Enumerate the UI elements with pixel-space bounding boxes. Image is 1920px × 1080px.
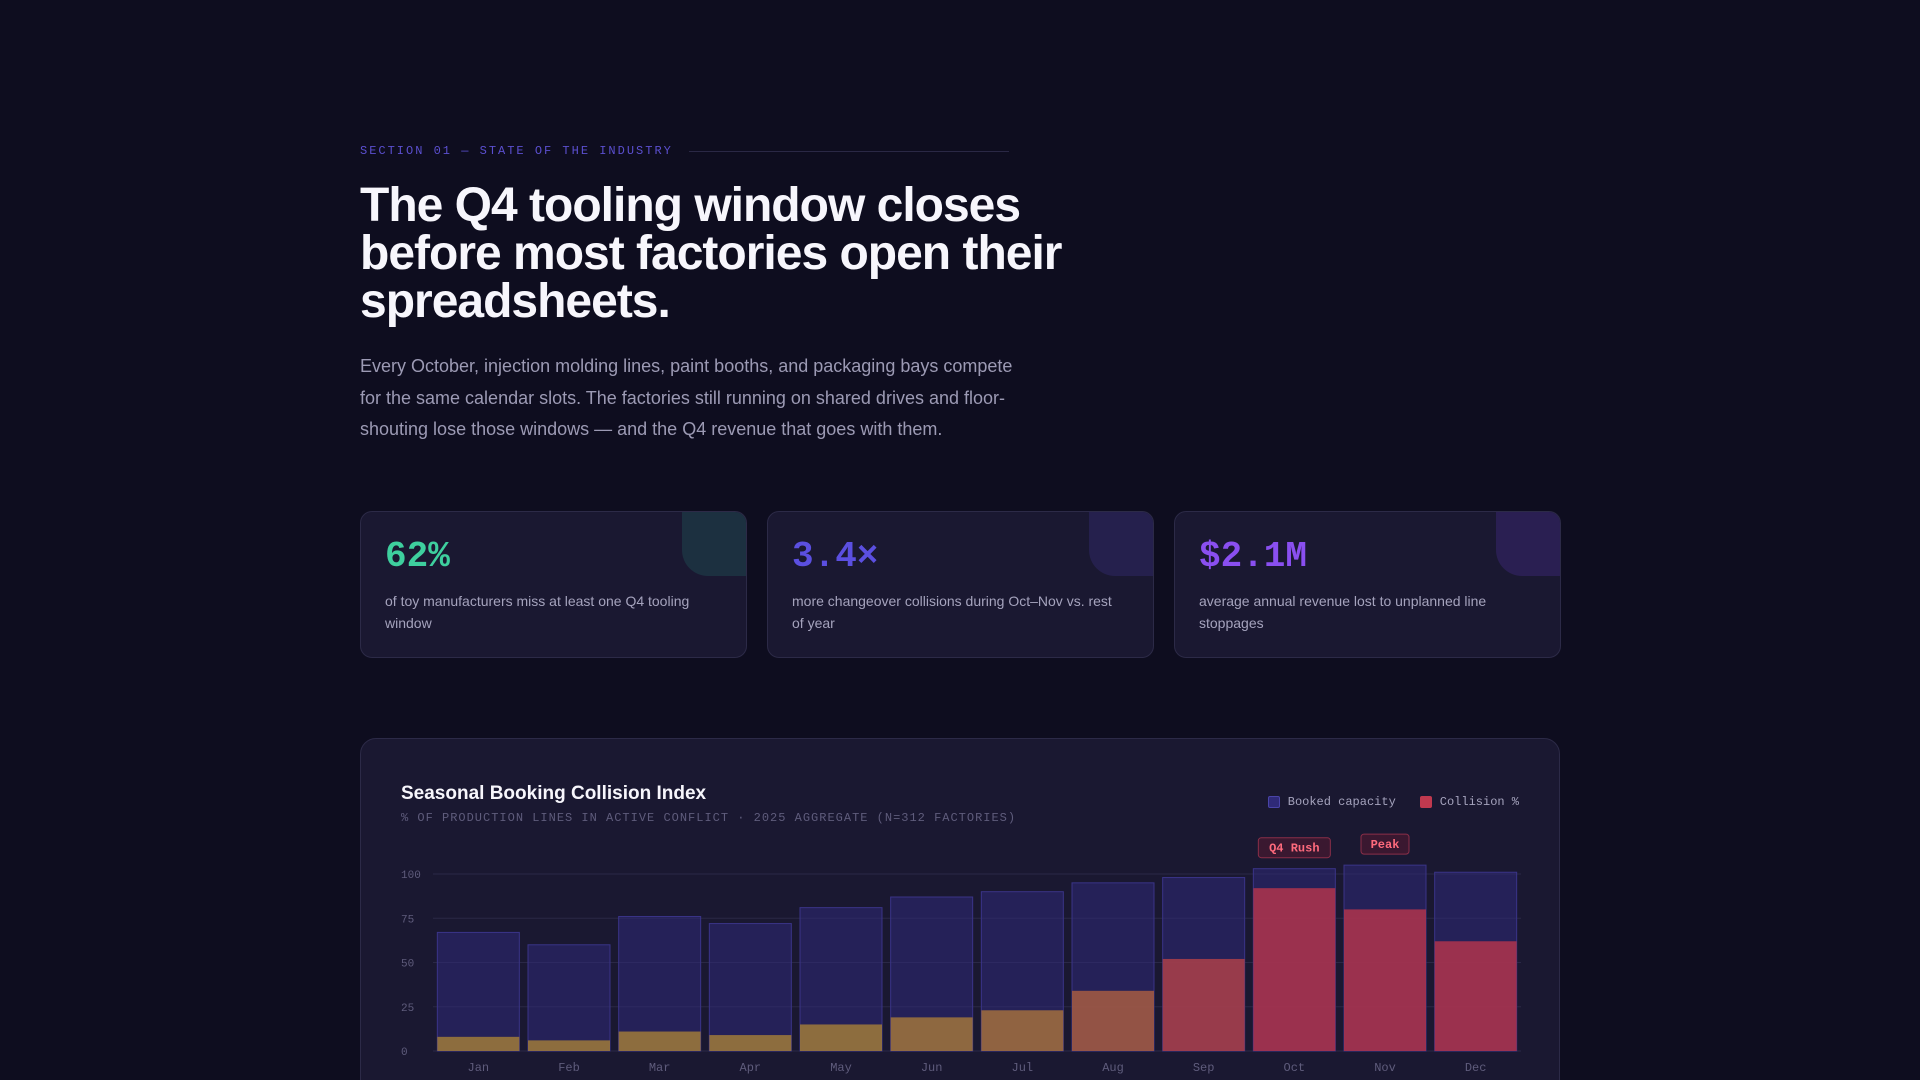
annotation-badge bbox=[1360, 833, 1410, 855]
chart-subtitle: % OF PRODUCTION LINES IN ACTIVE CONFLICT… bbox=[401, 811, 1017, 825]
bar-collision-aug bbox=[1072, 990, 1154, 1051]
x-tick-label: Jun bbox=[921, 1061, 943, 1075]
bar-collision-jan bbox=[437, 1036, 520, 1051]
stat-description: average annual revenue lost to unplanned… bbox=[1199, 593, 1487, 631]
x-tick-label: Aug bbox=[1102, 1061, 1124, 1075]
stat-value: 3.4× bbox=[792, 536, 879, 577]
bar-collision-may bbox=[800, 1024, 882, 1051]
x-tick-label: Nov bbox=[1374, 1061, 1396, 1075]
x-tick-label: Oct bbox=[1284, 1061, 1306, 1075]
bar-booked-mar bbox=[618, 915, 702, 1052]
x-tick-label: Jan bbox=[468, 1061, 490, 1075]
x-tick-label: May bbox=[830, 1061, 852, 1075]
stat-card-corner bbox=[682, 512, 746, 576]
bar-collision-dec bbox=[1434, 941, 1517, 1051]
legend-swatch-collision bbox=[1419, 796, 1432, 808]
section-divider bbox=[688, 150, 1009, 152]
bar-collision-apr bbox=[709, 1035, 792, 1051]
stat-value: $2.1M bbox=[1199, 536, 1308, 577]
bar-booked-jan bbox=[436, 931, 520, 1052]
legend-swatch-booked bbox=[1267, 796, 1280, 808]
bar-collision-oct bbox=[1253, 888, 1336, 1051]
chart-title: Seasonal Booking Collision Index bbox=[401, 783, 707, 804]
stat-card-collisions: 3.4× more changeover collisions during O… bbox=[767, 511, 1154, 658]
y-tick-label: 100 bbox=[401, 870, 421, 882]
lede-paragraph: Every October, injection molding lines, … bbox=[360, 356, 1013, 439]
section-eyebrow: SECTION 01 — STATE OF THE INDUSTRY bbox=[360, 144, 1009, 158]
y-tick-label: 25 bbox=[401, 1003, 414, 1015]
bar-collision-jul bbox=[981, 1010, 1064, 1051]
page-headline: The Q4 tooling window closes before most… bbox=[360, 179, 1062, 328]
stat-card-corner bbox=[1496, 512, 1560, 576]
y-tick-label: 50 bbox=[401, 959, 414, 971]
x-tick-label: Apr bbox=[740, 1061, 762, 1075]
bar-booked-feb bbox=[527, 944, 611, 1052]
x-tick-label: Mar bbox=[649, 1061, 671, 1075]
bar-collision-nov bbox=[1344, 909, 1426, 1051]
legend-label: Collision % bbox=[1439, 795, 1519, 809]
legend-label: Booked capacity bbox=[1287, 795, 1396, 809]
x-tick-label: Feb bbox=[558, 1061, 580, 1075]
stat-value: 62% bbox=[385, 536, 450, 577]
stat-card-revenue-lost: $2.1M average annual revenue lost to unp… bbox=[1174, 511, 1561, 658]
stat-description: more changeover collisions during Oct–No… bbox=[792, 593, 1112, 631]
y-tick-label: 75 bbox=[401, 914, 414, 926]
chart-card: Seasonal Booking Collision Index % OF PR… bbox=[360, 738, 1560, 1080]
annotation-label: Q4 Rush bbox=[1269, 842, 1319, 856]
legend-item-collision: Collision % bbox=[1419, 795, 1519, 809]
bar-collision-feb bbox=[528, 1040, 610, 1051]
bar-collision-sep bbox=[1162, 958, 1245, 1051]
stat-card-corner bbox=[1089, 512, 1153, 576]
annotation-label: Peak bbox=[1371, 838, 1400, 852]
chart-plot: 0 25 50 75 100 Jan Feb Mar Apr May Jun Jul Aug Sep Oct… bbox=[401, 833, 1521, 1075]
section-label: SECTION 01 — STATE OF THE INDUSTRY bbox=[360, 144, 673, 158]
x-tick-label: Dec bbox=[1465, 1061, 1487, 1075]
x-tick-label: Sep bbox=[1193, 1061, 1215, 1075]
x-tick-label: Jul bbox=[1012, 1061, 1034, 1075]
y-tick-label: 0 bbox=[401, 1047, 408, 1059]
stat-description: of toy manufacturers miss at least one Q… bbox=[385, 593, 690, 631]
bar-booked-apr bbox=[708, 923, 792, 1052]
stats-row: 62% of toy manufacturers miss at least o… bbox=[360, 511, 1561, 658]
legend-item-booked: Booked capacity bbox=[1267, 795, 1396, 809]
bar-collision-jun bbox=[890, 1017, 973, 1051]
bar-collision-mar bbox=[618, 1031, 701, 1051]
annotation-badge bbox=[1257, 837, 1331, 859]
stat-card-miss-rate: 62% of toy manufacturers miss at least o… bbox=[360, 511, 747, 658]
chart-legend: Booked capacity Collision % bbox=[1267, 795, 1519, 809]
